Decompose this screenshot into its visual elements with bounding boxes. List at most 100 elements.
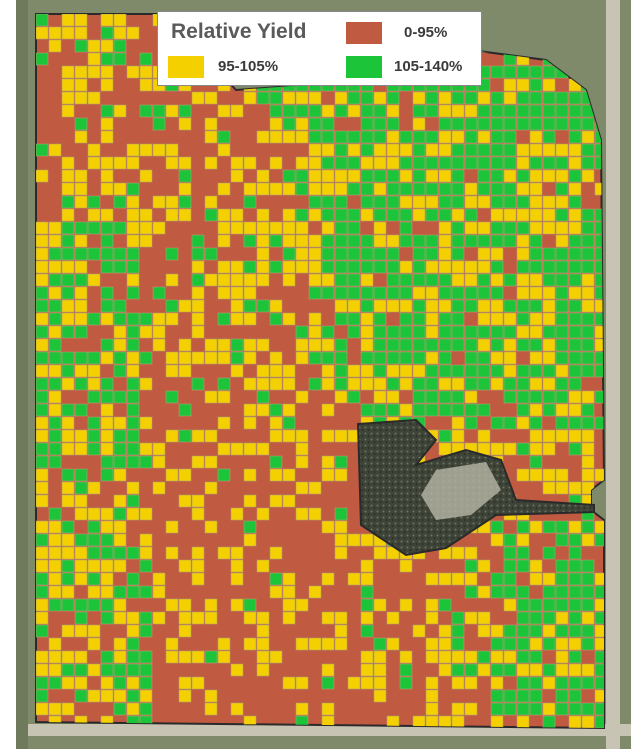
- yield-cell: [269, 260, 283, 274]
- yield-cell: [321, 325, 335, 339]
- yield-cell: [360, 182, 374, 196]
- yield-cell: [542, 156, 556, 170]
- yield-cell: [282, 130, 296, 144]
- yield-cell: [256, 403, 270, 417]
- yield-cell: [61, 104, 75, 118]
- yield-cell: [230, 169, 244, 183]
- yield-cell: [373, 143, 387, 157]
- yield-cell: [100, 117, 114, 131]
- yield-cell: [36, 494, 49, 508]
- yield-cell: [516, 260, 530, 274]
- yield-cell: [204, 156, 218, 170]
- yield-cell: [594, 715, 604, 728]
- yield-cell: [425, 286, 439, 300]
- yield-cell: [529, 559, 543, 573]
- yield-cell: [87, 507, 101, 521]
- yield-cell: [126, 312, 140, 326]
- yield-cell: [269, 312, 283, 326]
- yield-cell: [451, 117, 465, 131]
- yield-cell: [373, 299, 387, 313]
- yield-cell: [139, 208, 153, 222]
- yield-cell: [178, 598, 192, 612]
- yield-cell: [529, 390, 543, 404]
- yield-cell: [568, 650, 582, 664]
- yield-cell: [178, 208, 192, 222]
- yield-cell: [126, 702, 140, 716]
- yield-cell: [191, 507, 205, 521]
- yield-cell: [555, 104, 569, 118]
- yield-cell: [256, 260, 270, 274]
- yield-cell: [490, 650, 504, 664]
- yield-cell: [360, 312, 374, 326]
- yield-cell: [412, 312, 426, 326]
- yield-cell: [477, 429, 491, 443]
- yield-cell: [438, 403, 452, 417]
- yield-cell: [269, 182, 283, 196]
- yield-cell: [74, 429, 88, 443]
- yield-cell: [36, 702, 49, 716]
- yield-cell: [490, 585, 504, 599]
- yield-cell: [204, 598, 218, 612]
- yield-cell: [503, 572, 517, 586]
- yield-cell: [113, 546, 127, 560]
- yield-cell: [139, 611, 153, 625]
- yield-cell: [48, 351, 62, 365]
- yield-cell: [126, 676, 140, 690]
- yield-cell: [204, 689, 218, 703]
- yield-cell: [516, 520, 530, 534]
- yield-cell: [321, 169, 335, 183]
- yield-cell: [581, 273, 595, 287]
- yield-cell: [36, 260, 49, 274]
- yield-cell: [503, 117, 517, 131]
- yield-cell: [373, 390, 387, 404]
- yield-cell: [477, 611, 491, 625]
- yield-cell: [48, 676, 62, 690]
- yield-cell: [87, 429, 101, 443]
- yield-cell: [282, 247, 296, 261]
- yield-cell: [581, 208, 595, 222]
- yield-cell: [568, 585, 582, 599]
- yield-cell: [451, 676, 465, 690]
- yield-cell: [126, 663, 140, 677]
- yield-cell: [243, 351, 257, 365]
- yield-cell: [438, 156, 452, 170]
- yield-cell: [178, 559, 192, 573]
- yield-cell: [178, 650, 192, 664]
- yield-cell: [48, 364, 62, 378]
- yield-cell: [542, 130, 556, 144]
- yield-cell: [282, 585, 296, 599]
- yield-cell: [568, 247, 582, 261]
- yield-cell: [282, 182, 296, 196]
- yield-cell: [191, 377, 205, 391]
- yield-cell: [74, 351, 88, 365]
- yield-cell: [568, 533, 582, 547]
- yield-cell: [126, 377, 140, 391]
- yield-cell: [516, 182, 530, 196]
- yield-cell: [334, 429, 348, 443]
- yield-cell: [100, 351, 114, 365]
- legend-label-low: 0-95%: [404, 24, 448, 41]
- yield-cell: [36, 234, 49, 248]
- yield-cell: [555, 533, 569, 547]
- legend-label-mid: 95-105%: [218, 58, 279, 75]
- yield-cell: [74, 650, 88, 664]
- yield-cell: [386, 273, 400, 287]
- yield-cell: [490, 377, 504, 391]
- yield-cell: [191, 559, 205, 573]
- yield-cell: [36, 273, 49, 287]
- yield-cell: [321, 637, 335, 651]
- yield-cell: [152, 338, 166, 352]
- yield-cell: [48, 299, 62, 313]
- yield-cell: [412, 182, 426, 196]
- yield-cell: [555, 663, 569, 677]
- yield-cell: [100, 208, 114, 222]
- yield-cell: [243, 260, 257, 274]
- yield-cell: [425, 234, 439, 248]
- yield-cell: [542, 585, 556, 599]
- yield-cell: [204, 650, 218, 664]
- yield-cell: [139, 104, 153, 118]
- yield-cell: [503, 78, 517, 92]
- yield-cell: [139, 169, 153, 183]
- yield-cell: [334, 364, 348, 378]
- yield-cell: [529, 286, 543, 300]
